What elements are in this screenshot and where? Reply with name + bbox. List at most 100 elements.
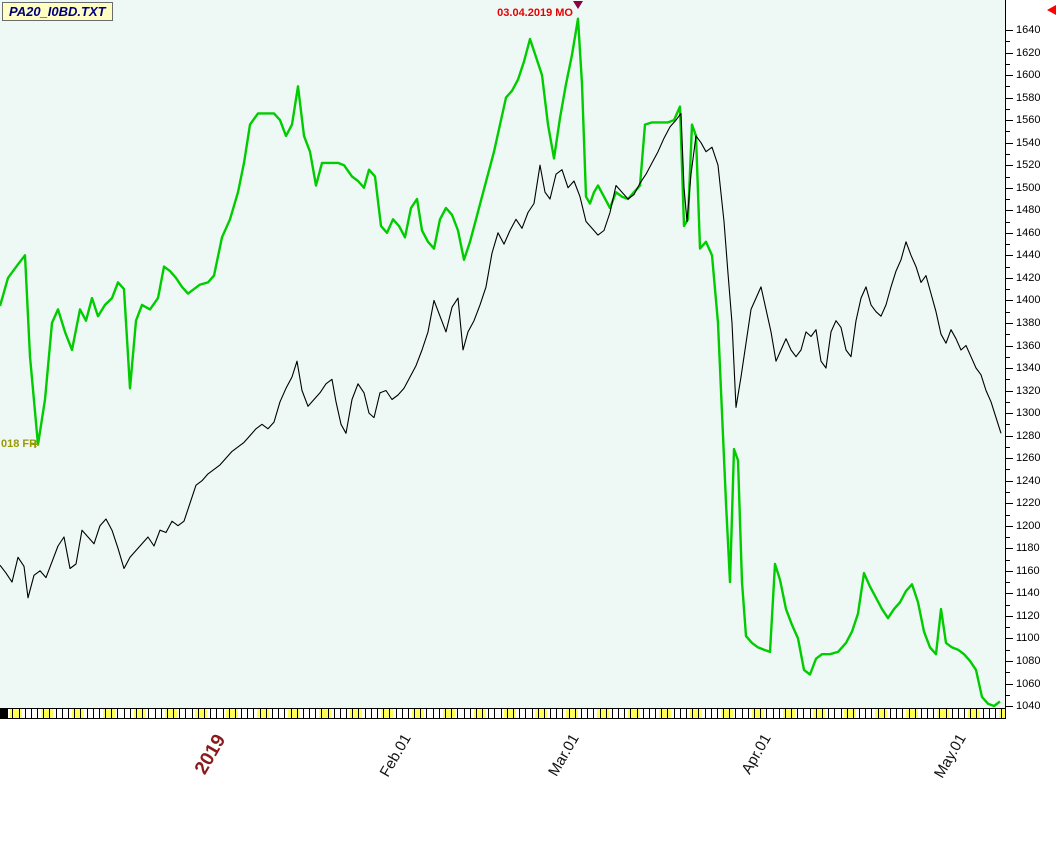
timeline-day-tick — [86, 709, 88, 718]
timeline-day-tick — [834, 709, 836, 718]
y-axis: 1640 1620 1600 1580 1560 1540 1520 1500 1480 1460… — [1005, 0, 1063, 719]
y-minor-tick — [1006, 379, 1010, 381]
y-minor-tick — [1006, 311, 1010, 313]
timeline-day-tick — [661, 709, 663, 718]
y-tick — [1006, 30, 1013, 31]
timeline-week-highlight — [813, 709, 826, 718]
timeline-day-tick — [259, 709, 261, 718]
y-minor-tick — [1006, 86, 1010, 88]
plot-area[interactable]: 03.04.2019 MO 018 FR + — [0, 0, 1005, 708]
y-tick — [1006, 435, 1013, 437]
y-tick — [1006, 277, 1013, 279]
timeline-day-tick — [469, 709, 471, 718]
timeline-week-highlight — [535, 709, 548, 718]
timeline-week-highlight — [411, 709, 424, 718]
timeline-day-tick — [414, 709, 416, 718]
y-minor-tick — [1006, 401, 1010, 403]
timeline-day-tick — [636, 709, 638, 718]
y-minor-tick — [1006, 131, 1010, 133]
timeline-day-tick — [803, 709, 805, 718]
timeline-day-tick — [723, 709, 725, 718]
x-label-month: Apr.01 — [738, 731, 775, 778]
timeline-day-tick — [271, 709, 273, 718]
timeline-day-tick — [6, 709, 8, 718]
timeline-day-tick — [173, 709, 174, 718]
low-cross-marker-icon: + — [31, 436, 40, 452]
timeline-day-tick — [519, 709, 521, 718]
timeline-week-highlight — [689, 709, 702, 718]
timeline-day-tick — [358, 709, 360, 718]
timeline-day-tick — [821, 709, 823, 718]
scroll-up-arrow-icon[interactable] — [1047, 5, 1056, 15]
timeline-day-tick — [482, 709, 483, 718]
timeline-day-tick — [377, 709, 378, 718]
green-price-line — [0, 17, 1001, 708]
y-minor-tick — [1006, 424, 1010, 426]
timeline-day-tick — [506, 709, 508, 718]
timeline-day-tick — [667, 709, 669, 718]
timeline-day-tick — [426, 709, 428, 718]
y-tick — [1006, 525, 1013, 527]
timeline-day-tick — [679, 709, 681, 718]
timeline-day-tick — [401, 709, 403, 718]
timeline-day-tick — [111, 709, 113, 718]
timeline-day-tick — [630, 709, 632, 718]
timeline-day-tick — [778, 709, 780, 718]
timeline-day-tick — [618, 709, 619, 718]
timeline-day-tick — [191, 709, 193, 718]
timeline-day-tick — [216, 709, 218, 718]
timeline-day-tick — [605, 709, 607, 718]
timeline-day-tick — [698, 709, 700, 718]
timeline-week-highlight — [844, 709, 857, 718]
timeline-week-highlight — [257, 709, 270, 718]
y-tick-label: 1140 — [1016, 587, 1040, 600]
timeline-day-tick — [290, 709, 292, 718]
timeline-day-tick — [747, 709, 749, 718]
file-label[interactable]: PA20_I0BD.TXT — [2, 2, 113, 21]
timeline-week-highlight — [504, 709, 517, 718]
timeline-day-tick — [12, 709, 14, 718]
timeline-day-tick — [92, 709, 94, 718]
timeline-day-tick — [241, 709, 242, 718]
y-minor-tick — [1006, 199, 1010, 200]
y-tick-label: 1520 — [1016, 159, 1041, 172]
timeline-week-highlight — [658, 709, 671, 718]
timeline-day-tick — [370, 709, 372, 718]
y-tick — [1006, 548, 1013, 550]
timeline-day-tick — [475, 709, 477, 718]
price-chart — [0, 17, 1002, 708]
y-tick — [1006, 120, 1013, 122]
y-tick-label: 1040 — [1016, 700, 1041, 712]
timeline-day-tick — [729, 709, 731, 718]
timeline-week-highlight — [195, 709, 208, 718]
timeline-bar[interactable] — [0, 708, 1005, 719]
y-tick-label: 1160 — [1016, 564, 1040, 577]
y-tick — [1006, 615, 1013, 617]
timeline-week-highlight — [473, 709, 486, 718]
timeline-day-tick — [24, 709, 26, 718]
timeline-day-tick — [760, 709, 762, 718]
timeline-day-tick — [797, 709, 799, 718]
timeline-day-tick — [197, 709, 199, 718]
timeline-day-tick — [352, 709, 354, 718]
y-tick — [1006, 458, 1013, 460]
y-minor-tick — [1006, 469, 1010, 471]
black-price-line — [0, 112, 1002, 599]
y-minor-tick — [1006, 582, 1010, 584]
y-tick-label: 1360 — [1016, 339, 1041, 352]
timeline-day-tick — [988, 709, 990, 718]
timeline-day-tick — [61, 709, 63, 718]
y-tick-label: 1480 — [1016, 204, 1041, 217]
y-tick-label: 1220 — [1016, 497, 1041, 510]
timeline-week-highlight — [226, 709, 239, 718]
timeline-day-tick — [655, 709, 657, 718]
timeline-week-highlight — [906, 709, 919, 718]
timeline-day-tick — [500, 709, 502, 718]
timeline-day-tick — [556, 709, 558, 718]
timeline-day-tick — [543, 709, 545, 718]
timeline-day-tick — [846, 709, 848, 718]
y-tick — [1006, 210, 1013, 212]
timeline-week-highlight — [442, 709, 455, 718]
timeline-day-tick — [791, 709, 792, 718]
